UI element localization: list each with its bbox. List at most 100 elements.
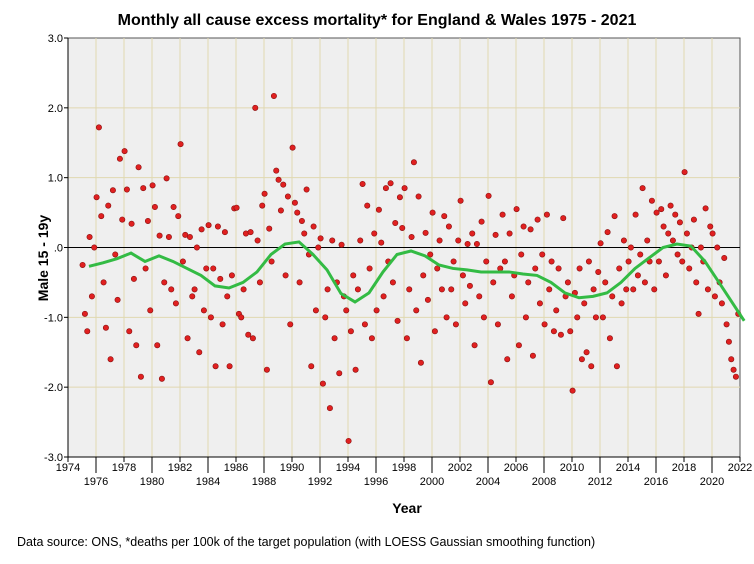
data-point (522, 314, 529, 321)
data-point (546, 286, 553, 293)
data-point (672, 211, 679, 218)
data-point (564, 279, 571, 286)
data-point (380, 293, 387, 300)
data-point (627, 244, 634, 251)
data-point (331, 335, 338, 342)
data-point (630, 286, 637, 293)
data-point (445, 223, 452, 230)
data-point (126, 328, 133, 335)
data-point (723, 321, 730, 328)
data-point (597, 240, 604, 247)
data-point (322, 314, 329, 321)
data-point (641, 279, 648, 286)
x-tick-label: 1974 (56, 462, 80, 474)
data-point (690, 216, 697, 223)
data-point (277, 207, 284, 214)
data-point (200, 307, 207, 314)
data-point (490, 279, 497, 286)
data-point (245, 331, 252, 338)
data-point (480, 314, 487, 321)
y-tick-label: -3.0 (44, 452, 63, 464)
data-point (179, 258, 186, 265)
data-point (718, 300, 725, 307)
data-point (518, 251, 525, 258)
data-point (156, 232, 163, 239)
data-point (536, 300, 543, 307)
x-tick-label: 2000 (420, 476, 444, 488)
data-point (732, 373, 739, 380)
data-point (420, 272, 427, 279)
data-point (191, 286, 198, 293)
data-point (249, 335, 256, 342)
data-point (539, 251, 546, 258)
data-point (371, 230, 378, 237)
data-point (576, 265, 583, 272)
data-point (347, 328, 354, 335)
data-point (373, 307, 380, 314)
data-point (623, 286, 630, 293)
data-point (357, 237, 364, 244)
data-point (553, 307, 560, 314)
data-point (112, 251, 119, 258)
data-point (504, 356, 511, 363)
data-point (590, 286, 597, 293)
data-point (280, 181, 287, 188)
data-point (543, 211, 550, 218)
data-point (534, 216, 541, 223)
data-point (207, 314, 214, 321)
data-point (317, 235, 324, 242)
y-tick-label: -1.0 (44, 312, 63, 324)
data-point (583, 349, 590, 356)
data-point (301, 230, 308, 237)
x-tick-label: 2022 (728, 462, 752, 474)
data-point (711, 293, 718, 300)
x-tick-label: 1982 (168, 462, 192, 474)
x-tick-label: 1980 (140, 476, 164, 488)
data-point (389, 279, 396, 286)
data-point (338, 241, 345, 248)
data-point (137, 373, 144, 380)
data-point (161, 279, 168, 286)
data-point (144, 217, 151, 224)
data-point (702, 205, 709, 212)
data-point (93, 194, 100, 201)
data-point (441, 213, 448, 220)
data-point (142, 265, 149, 272)
data-point (408, 234, 415, 241)
data-point (98, 213, 105, 220)
data-point (392, 220, 399, 227)
y-tick-label: 3.0 (48, 33, 63, 45)
data-point (198, 226, 205, 233)
data-point (436, 237, 443, 244)
data-point (228, 272, 235, 279)
data-point (644, 237, 651, 244)
data-point (175, 213, 182, 220)
data-point (665, 230, 672, 237)
data-point (329, 237, 336, 244)
data-point (695, 310, 702, 317)
data-point (184, 335, 191, 342)
data-point (592, 314, 599, 321)
data-point (291, 199, 298, 206)
data-point (413, 307, 420, 314)
chart-title: Monthly all cause excess mortality* for … (117, 12, 637, 29)
data-point (506, 230, 513, 237)
data-point (532, 265, 539, 272)
data-point (123, 186, 130, 193)
data-point (336, 370, 343, 377)
data-point (259, 202, 266, 209)
data-point (359, 180, 366, 187)
data-point (401, 185, 408, 192)
data-point (170, 203, 177, 210)
data-point (81, 310, 88, 317)
data-point (613, 363, 620, 370)
data-point (399, 224, 406, 231)
data-point (252, 104, 259, 111)
data-point (203, 265, 210, 272)
data-point (599, 314, 606, 321)
data-point (256, 279, 263, 286)
data-point (415, 193, 422, 200)
data-point (464, 241, 471, 248)
y-axis-label: Male 15 - 19y (35, 214, 51, 302)
data-point (275, 176, 282, 183)
